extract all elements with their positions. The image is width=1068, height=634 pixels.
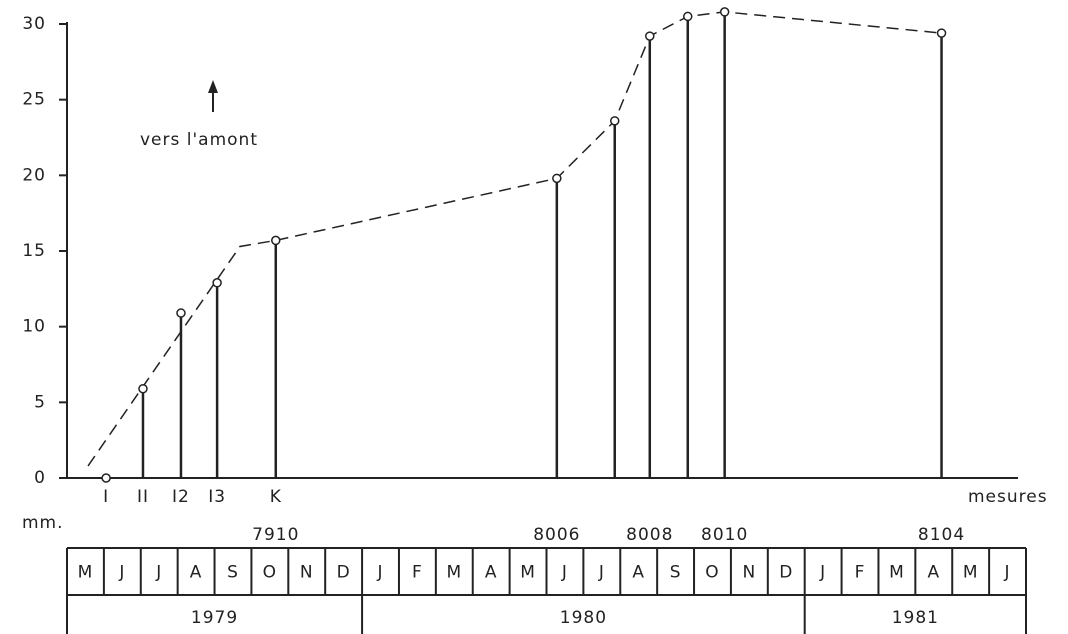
stem-point	[645, 31, 655, 41]
month-label: J	[377, 563, 384, 583]
stem-point	[719, 7, 730, 17]
month-label: S	[227, 563, 239, 583]
point-label: 8008	[626, 525, 673, 545]
month-label: J	[598, 563, 605, 583]
stem-point	[683, 11, 693, 22]
month-label: J	[118, 563, 125, 583]
month-label: N	[743, 563, 757, 583]
point-label: II	[137, 487, 149, 507]
year-label: 1981	[892, 608, 939, 628]
month-label: N	[300, 563, 314, 583]
month-label: J	[155, 563, 162, 583]
month-label: D	[779, 563, 793, 583]
stem-point	[609, 116, 620, 126]
stem-point	[138, 383, 148, 394]
year-label: 1980	[560, 608, 607, 628]
stem-point	[176, 308, 186, 318]
month-label: F	[855, 563, 866, 583]
month-label: M	[963, 563, 979, 583]
y-tick-label: 10	[22, 317, 46, 337]
month-label: M	[446, 563, 462, 583]
year-label: 1979	[191, 608, 238, 628]
point-label: I2	[172, 487, 190, 507]
arrow-head	[208, 80, 218, 93]
month-label: M	[520, 563, 536, 583]
y-tick-label: 5	[34, 392, 46, 412]
point-label: I3	[208, 487, 226, 507]
month-label: S	[670, 563, 682, 583]
y-tick-label: 30	[22, 14, 46, 34]
month-label: A	[632, 563, 645, 583]
month-label: M	[889, 563, 905, 583]
month-label: M	[78, 563, 94, 583]
month-label: J	[561, 563, 568, 583]
month-label: J	[819, 563, 826, 583]
annotation: vers l'amont	[140, 130, 258, 150]
y-tick-label: 20	[22, 165, 46, 185]
point-label: I	[103, 487, 109, 507]
y-label: mm.	[22, 513, 64, 533]
month-label: F	[412, 563, 423, 583]
stem-point	[936, 28, 947, 38]
y-tick-label: 0	[34, 468, 46, 488]
month-label: J	[1004, 563, 1011, 583]
point-label: K	[270, 487, 282, 507]
month-label: A	[927, 563, 940, 583]
point-label: 7910	[252, 525, 299, 545]
point-label: 8010	[701, 525, 748, 545]
month-label: O	[263, 563, 277, 583]
stem-point	[552, 173, 562, 184]
point-label: 8006	[533, 525, 580, 545]
x-label: mesures	[968, 487, 1048, 507]
stem-point	[101, 473, 111, 483]
month-label: D	[337, 563, 351, 583]
stem-point	[271, 235, 281, 246]
month-label: O	[705, 563, 719, 583]
month-label: A	[190, 563, 203, 583]
y-tick-label: 15	[22, 241, 46, 261]
y-tick-label: 25	[22, 90, 46, 110]
point-label: 8104	[918, 525, 965, 545]
month-label: A	[485, 563, 498, 583]
stem-point	[212, 278, 222, 288]
